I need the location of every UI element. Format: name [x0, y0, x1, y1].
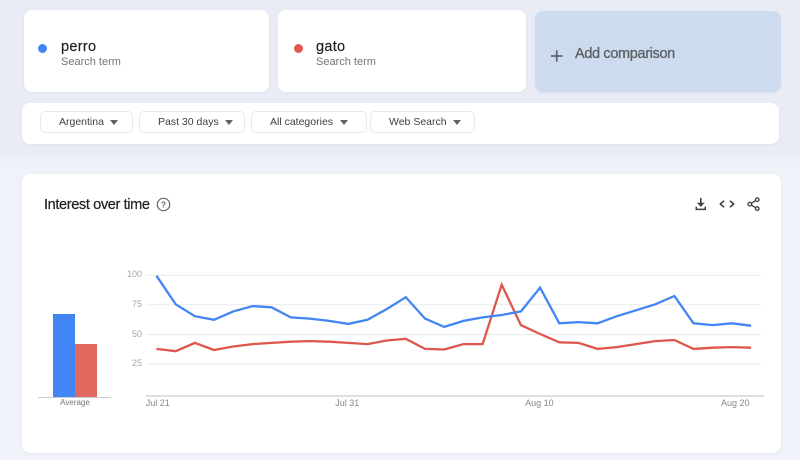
svg-text:?: ? — [161, 199, 166, 209]
